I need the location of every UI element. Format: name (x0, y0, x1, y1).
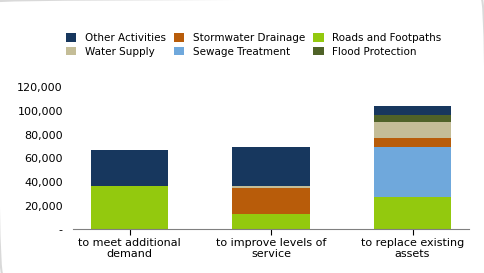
Bar (232, 214, 310, 229)
Bar (232, 188, 310, 214)
Bar (232, 147, 310, 186)
Bar (374, 147, 452, 197)
Bar (374, 122, 452, 138)
Bar (374, 115, 452, 122)
Bar (232, 186, 310, 188)
Bar (374, 197, 452, 229)
Bar (91, 186, 168, 229)
Legend: Other Activities, Water Supply, Stormwater Drainage, Sewage Treatment, Roads and: Other Activities, Water Supply, Stormwat… (66, 33, 441, 57)
Bar (374, 106, 452, 115)
Bar (374, 138, 452, 147)
Bar (91, 150, 168, 186)
